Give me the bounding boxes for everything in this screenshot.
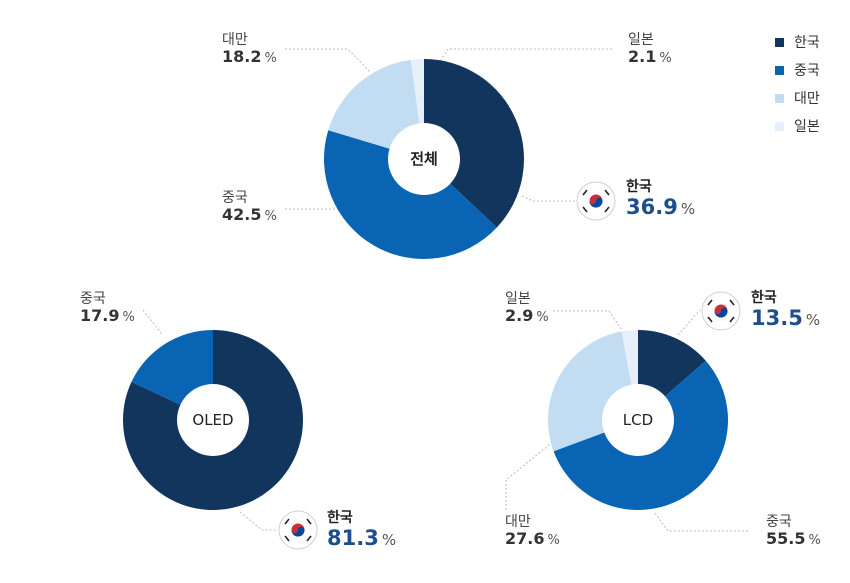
korea-flag-icon-lcd bbox=[701, 291, 741, 331]
label-unit: % bbox=[805, 311, 821, 330]
label-value: 81.3 bbox=[327, 526, 379, 551]
data-label-oled-china: 중국 17.9% bbox=[80, 291, 135, 326]
legend-swatch-korea bbox=[775, 37, 784, 47]
korea-flag-icon-oled bbox=[278, 510, 318, 550]
label-unit: % bbox=[122, 310, 135, 326]
label-unit: % bbox=[808, 533, 821, 549]
center-label-oled: OLED bbox=[192, 411, 233, 429]
label-value: 17.9 bbox=[80, 306, 120, 326]
label-name: 한국 bbox=[327, 510, 353, 526]
label-unit: % bbox=[547, 533, 560, 549]
label-value: 55.5 bbox=[766, 529, 806, 549]
leader-lcd-china bbox=[654, 512, 750, 532]
legend-item-japan: 일본 bbox=[775, 112, 820, 140]
leader-lcd-korea bbox=[677, 309, 701, 336]
data-label-oled-korea: 한국 81.3% bbox=[327, 510, 396, 550]
center-label-lcd: LCD bbox=[623, 411, 653, 429]
legend-label: 중국 bbox=[794, 63, 820, 79]
leader-oled-korea bbox=[239, 511, 277, 531]
label-value: 36.9 bbox=[626, 195, 678, 220]
legend-label: 일본 bbox=[794, 119, 820, 135]
leader-lcd-taiwan bbox=[505, 439, 556, 510]
legend: 한국 중국 대만 일본 bbox=[775, 28, 820, 140]
label-value: 2.9 bbox=[505, 306, 534, 326]
legend-item-korea: 한국 bbox=[775, 28, 820, 56]
leader-total-korea bbox=[521, 195, 575, 202]
center-label-total: 전체 bbox=[410, 150, 438, 168]
data-label-lcd-korea: 한국 13.5% bbox=[751, 290, 820, 330]
legend-label: 한국 bbox=[794, 35, 820, 51]
label-name: 중국 bbox=[766, 514, 792, 530]
label-unit: % bbox=[381, 531, 397, 550]
label-value: 13.5 bbox=[751, 306, 803, 331]
data-label-lcd-china: 중국 55.5% bbox=[766, 514, 821, 549]
label-unit: % bbox=[680, 200, 696, 219]
donut-hole-total bbox=[388, 123, 460, 195]
label-unit: % bbox=[659, 51, 672, 67]
label-name: 대만 bbox=[222, 32, 248, 48]
donut-hole-lcd bbox=[602, 384, 674, 456]
label-value: 2.1 bbox=[628, 47, 657, 67]
data-label-total-china: 중국 42.5% bbox=[222, 190, 277, 225]
data-label-total-korea: 한국 36.9% bbox=[626, 179, 695, 219]
leader-oled-china bbox=[142, 309, 163, 335]
label-name: 중국 bbox=[80, 291, 106, 307]
leader-total-taiwan bbox=[285, 48, 371, 73]
legend-swatch-japan bbox=[775, 121, 784, 131]
data-label-total-japan: 일본 2.1% bbox=[628, 32, 672, 67]
label-name: 중국 bbox=[222, 190, 248, 206]
legend-swatch-china bbox=[775, 65, 784, 75]
legend-item-taiwan: 대만 bbox=[775, 84, 820, 112]
label-unit: % bbox=[536, 310, 549, 326]
slice-total-한국 bbox=[424, 59, 524, 228]
data-label-lcd-japan: 일본 2.9% bbox=[505, 291, 549, 326]
label-value: 18.2 bbox=[222, 47, 262, 67]
label-name: 한국 bbox=[751, 290, 777, 306]
legend-swatch-taiwan bbox=[775, 93, 784, 103]
label-name: 일본 bbox=[628, 32, 654, 48]
leader-lcd-japan bbox=[553, 310, 623, 331]
legend-label: 대만 bbox=[794, 91, 820, 107]
label-unit: % bbox=[264, 209, 277, 225]
korea-flag-icon-total bbox=[576, 181, 616, 221]
label-name: 대만 bbox=[505, 514, 531, 530]
label-name: 일본 bbox=[505, 291, 531, 307]
data-label-lcd-taiwan: 대만 27.6% bbox=[505, 514, 560, 549]
slice-total-중국 bbox=[324, 130, 497, 260]
leader-total-japan bbox=[439, 48, 612, 63]
legend-item-china: 중국 bbox=[775, 56, 820, 84]
donut-hole-oled bbox=[177, 384, 249, 456]
leader-lines bbox=[142, 48, 750, 532]
label-value: 42.5 bbox=[222, 205, 262, 225]
label-name: 한국 bbox=[626, 179, 652, 195]
label-unit: % bbox=[264, 51, 277, 67]
data-label-total-taiwan: 대만 18.2% bbox=[222, 32, 277, 67]
label-value: 27.6 bbox=[505, 529, 545, 549]
